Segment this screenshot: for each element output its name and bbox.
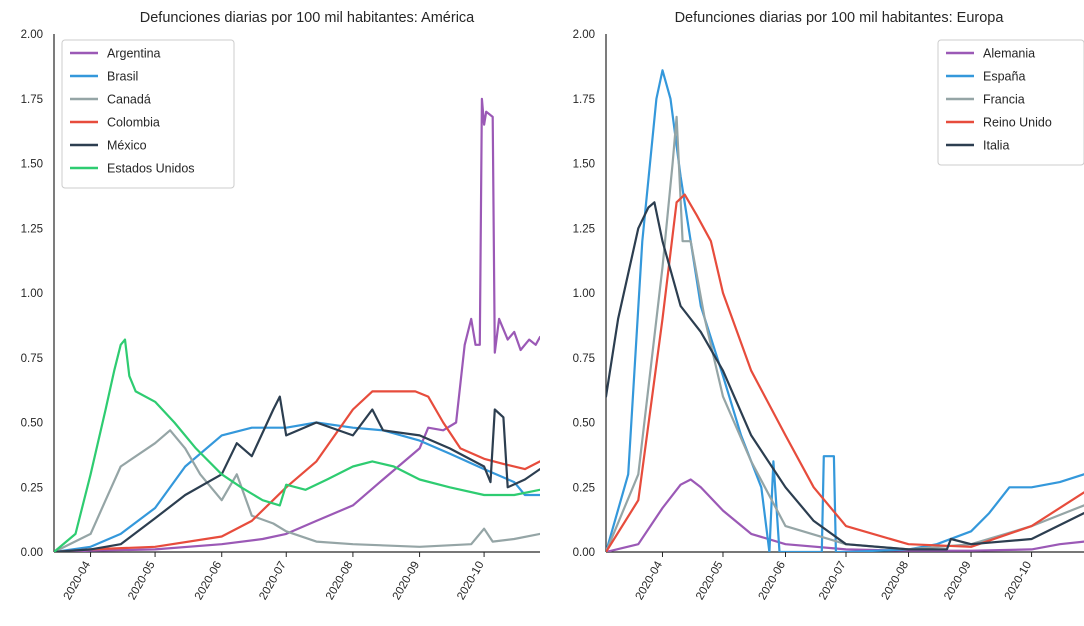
x-tick-label: 2020-06 bbox=[757, 560, 789, 603]
legend-label-espana: España bbox=[983, 70, 1025, 84]
series-group bbox=[54, 97, 540, 552]
legend-box bbox=[61, 39, 235, 189]
series-line-canada bbox=[54, 429, 540, 552]
legend-label-brasil: Brasil bbox=[107, 70, 138, 84]
y-tick-label: 1.75 bbox=[573, 94, 595, 106]
y-tick-label: 0.25 bbox=[21, 482, 43, 494]
series-group bbox=[606, 69, 1084, 552]
legend-label-canada: Canadá bbox=[107, 93, 151, 107]
x-tick-label: 2020-05 bbox=[126, 560, 158, 603]
x-tick-label: 2020-07 bbox=[817, 560, 849, 603]
series-line-reino-unido bbox=[606, 193, 1084, 552]
series-line-mexico bbox=[54, 395, 540, 552]
x-tick-label: 2020-08 bbox=[324, 560, 356, 603]
x-tick-label: 2020-10 bbox=[455, 560, 487, 603]
y-tick-label: 0.00 bbox=[21, 547, 43, 559]
series-line-estados-unidos bbox=[54, 338, 540, 552]
y-tick-label: 0.75 bbox=[21, 353, 43, 365]
x-tick-label: 2020-09 bbox=[942, 560, 974, 603]
legend-box bbox=[937, 39, 1084, 166]
x-tick-label: 2020-07 bbox=[257, 560, 289, 603]
y-tick-label: 0.75 bbox=[573, 353, 595, 365]
x-tick-label: 2020-06 bbox=[193, 560, 225, 603]
y-tick-label: 0.50 bbox=[21, 418, 43, 430]
y-tick-label: 1.50 bbox=[21, 159, 43, 171]
chart-title: Defunciones diarias por 100 mil habitant… bbox=[140, 10, 475, 26]
y-tick-label: 1.25 bbox=[21, 223, 43, 235]
series-line-alemania bbox=[606, 478, 1084, 552]
legend-label-mexico: México bbox=[107, 139, 147, 153]
series-line-espana bbox=[606, 69, 1084, 552]
chart-america: Defunciones diarias por 100 mil habitant… bbox=[21, 10, 540, 602]
x-tick-label: 2020-04 bbox=[62, 559, 94, 602]
series-line-argentina bbox=[54, 97, 540, 552]
y-tick-label: 1.25 bbox=[573, 223, 595, 235]
x-tick-label: 2020-09 bbox=[391, 560, 423, 603]
x-tick-label: 2020-08 bbox=[880, 560, 912, 603]
y-tick-label: 1.00 bbox=[573, 288, 595, 300]
legend-label-colombia: Colombia bbox=[107, 116, 160, 130]
series-line-italia bbox=[606, 201, 1084, 551]
y-tick-label: 1.50 bbox=[573, 159, 595, 171]
series-line-francia bbox=[606, 115, 1084, 552]
y-tick-label: 1.75 bbox=[21, 94, 43, 106]
legend-label-italia: Italia bbox=[983, 139, 1009, 153]
y-tick-label: 0.25 bbox=[573, 482, 595, 494]
legend-label-argentina: Argentina bbox=[107, 47, 161, 61]
x-tick-label: 2020-04 bbox=[634, 559, 666, 602]
y-tick-label: 2.00 bbox=[573, 29, 595, 41]
y-tick-label: 0.00 bbox=[573, 547, 595, 559]
legend-label-estados-unidos: Estados Unidos bbox=[107, 162, 195, 176]
y-tick-label: 0.50 bbox=[573, 418, 595, 430]
legend-label-reino-unido: Reino Unido bbox=[983, 116, 1052, 130]
series-line-colombia bbox=[54, 390, 540, 552]
y-tick-label: 2.00 bbox=[21, 29, 43, 41]
legend-label-alemania: Alemania bbox=[983, 47, 1035, 61]
legend-label-francia: Francia bbox=[983, 93, 1025, 107]
x-tick-label: 2020-10 bbox=[1003, 560, 1035, 603]
y-tick-label: 1.00 bbox=[21, 288, 43, 300]
chart-europe: Defunciones diarias por 100 mil habitant… bbox=[573, 10, 1084, 602]
chart-title: Defunciones diarias por 100 mil habitant… bbox=[675, 10, 1005, 26]
x-tick-label: 2020-05 bbox=[694, 560, 726, 603]
